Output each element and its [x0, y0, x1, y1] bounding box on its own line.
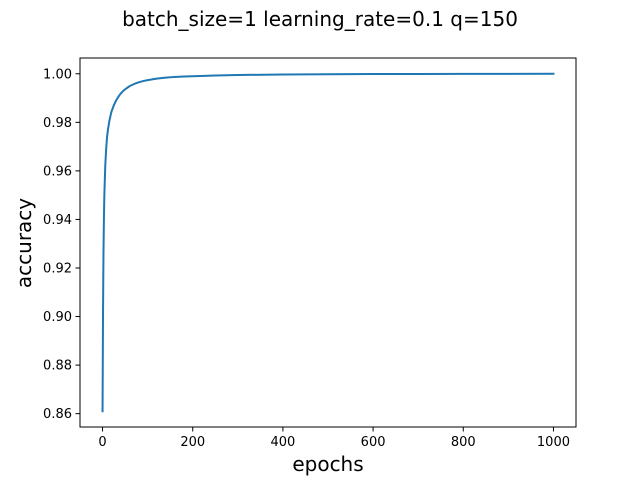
- x-tick-label: 0: [98, 435, 106, 450]
- x-tick-label: 1000: [537, 435, 570, 450]
- y-tick-label: 1.00: [43, 67, 72, 82]
- x-tick-label: 800: [451, 435, 476, 450]
- y-tick-label: 0.88: [43, 359, 72, 374]
- y-tick-label: 0.92: [43, 261, 72, 276]
- series-line-0: [101, 72, 555, 413]
- chart-title: batch_size=1 learning_rate=0.1 q=150: [122, 7, 518, 31]
- x-tick-label: 200: [180, 435, 205, 450]
- plot-area: 0 200 400 600 800 1000 0.86 0.88 0.90 0.92 0.94 0.9…: [43, 67, 570, 450]
- x-tick-label: 600: [361, 435, 386, 450]
- x-axis-label: epochs: [292, 452, 363, 476]
- y-tick-label: 0.94: [43, 213, 72, 228]
- y-tick-label: 0.86: [43, 407, 72, 422]
- y-tick-label: 0.90: [43, 310, 72, 325]
- y-axis-label: accuracy: [12, 198, 36, 288]
- y-tick-label: 0.96: [43, 164, 72, 179]
- y-tick-label: 0.98: [43, 116, 72, 131]
- axes-frame: [79, 57, 577, 428]
- x-tick-label: 400: [270, 435, 295, 450]
